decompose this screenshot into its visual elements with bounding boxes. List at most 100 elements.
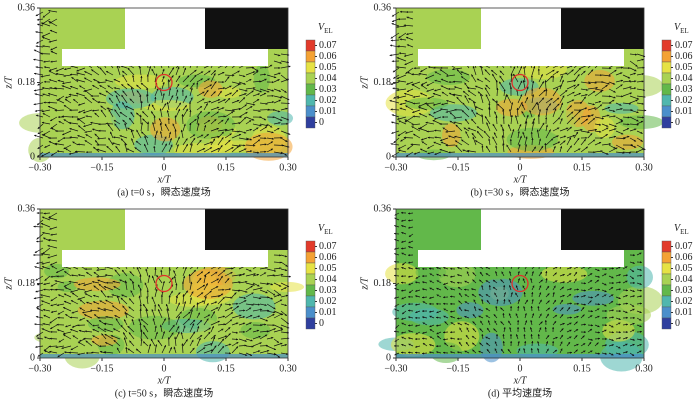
arrow-head xyxy=(92,324,95,327)
arrow-head xyxy=(69,127,72,130)
arrow-head xyxy=(100,290,103,293)
arrow-head xyxy=(444,342,447,345)
arrow-head xyxy=(70,73,73,76)
arrow-head xyxy=(393,140,396,143)
arrow-head xyxy=(540,279,543,282)
arrow-head xyxy=(36,18,40,21)
field-patch xyxy=(552,303,582,315)
arrow-head xyxy=(626,316,628,319)
arrow-head xyxy=(130,111,133,115)
arrow-head xyxy=(509,82,512,85)
arrow-head xyxy=(176,89,179,92)
arrow-head xyxy=(594,128,597,131)
arrow-head xyxy=(171,95,174,98)
colorbar-swatch xyxy=(661,262,672,275)
arrow-head xyxy=(140,329,143,332)
arrow-head xyxy=(583,282,586,285)
arrow-head xyxy=(420,92,423,95)
arrow-head xyxy=(445,130,448,133)
arrow-head xyxy=(546,108,549,111)
y-axis-label: z/T xyxy=(3,276,14,291)
arrow-head xyxy=(446,99,449,103)
arrow-head xyxy=(178,102,181,105)
arrow-head xyxy=(34,72,37,75)
colorbar-tick-label: 0.07 xyxy=(319,241,337,252)
arrow-head xyxy=(530,131,533,134)
arrow-head xyxy=(35,278,38,281)
arrow-head xyxy=(561,79,564,83)
colorbar-tick-label: 0.03 xyxy=(675,285,693,296)
arrow-head xyxy=(169,138,172,141)
arrow-head xyxy=(42,87,45,90)
arrow-head xyxy=(140,318,144,321)
arrow-head xyxy=(172,324,175,328)
arrow-head xyxy=(253,144,256,147)
arrow-head xyxy=(452,68,455,71)
arrow-head xyxy=(506,94,509,97)
arrow-head xyxy=(400,139,403,142)
arrow-head xyxy=(242,273,246,276)
arrow-head xyxy=(145,268,148,271)
arrow-head xyxy=(406,16,409,19)
arrow-head xyxy=(569,280,572,283)
arrow-head xyxy=(279,261,282,264)
arrow-head xyxy=(128,332,131,335)
arrow-head xyxy=(459,292,462,296)
arrow-head xyxy=(530,75,533,78)
arrow-head xyxy=(450,267,452,270)
arrow-head xyxy=(530,334,533,337)
arrow-head xyxy=(589,342,592,345)
arrow-head xyxy=(561,286,564,289)
arrow-head xyxy=(632,308,635,311)
arrow-head xyxy=(585,93,588,96)
arrow-head xyxy=(502,313,505,316)
colorbar-swatch xyxy=(305,262,316,275)
arrow-head xyxy=(401,275,403,278)
arrow-head xyxy=(421,83,424,85)
arrow-head xyxy=(216,307,219,310)
colorbar-swatch xyxy=(305,306,316,319)
arrow-head xyxy=(401,281,404,284)
arrow-head xyxy=(600,136,603,140)
arrow-head xyxy=(598,100,602,103)
arrow-head xyxy=(391,60,394,63)
arrow-head xyxy=(427,152,430,155)
arrow-head xyxy=(634,80,637,83)
arrow-head xyxy=(397,18,400,21)
arrow-head xyxy=(585,146,588,149)
arrow-head xyxy=(464,350,467,353)
arrow-head xyxy=(605,85,608,88)
arrow-head xyxy=(508,299,511,302)
arrow-head xyxy=(590,310,593,313)
arrow-head xyxy=(408,295,410,298)
arrow-head xyxy=(597,308,600,311)
arrow-head xyxy=(178,75,181,78)
arrow-head xyxy=(510,73,513,76)
arrow-head xyxy=(113,286,116,289)
arrow-head xyxy=(635,99,638,102)
arrow-head xyxy=(71,325,75,328)
arrow-head xyxy=(605,309,607,313)
arrow-head xyxy=(105,90,108,93)
arrow-head xyxy=(68,121,71,124)
arrow-head xyxy=(86,319,89,323)
arrow-head xyxy=(49,350,52,353)
arrow-head xyxy=(280,342,283,345)
arrow-head xyxy=(515,285,518,288)
arrow-head xyxy=(279,96,283,99)
x-tick-label: −0.30 xyxy=(384,363,407,374)
arrow-head xyxy=(605,134,608,137)
arrow-head xyxy=(159,118,161,121)
arrow-head xyxy=(97,81,100,84)
arrow-head xyxy=(525,121,528,124)
arrow-head xyxy=(172,123,175,126)
arrow-head xyxy=(213,335,216,338)
arrow-head xyxy=(188,274,191,277)
arrow-head xyxy=(454,86,457,89)
arrow-head xyxy=(83,337,86,340)
arrow-head xyxy=(173,346,176,349)
arrow-head xyxy=(100,109,103,112)
arrow-head xyxy=(36,211,39,215)
arrow-head xyxy=(162,281,165,284)
arrow-head xyxy=(605,268,607,271)
